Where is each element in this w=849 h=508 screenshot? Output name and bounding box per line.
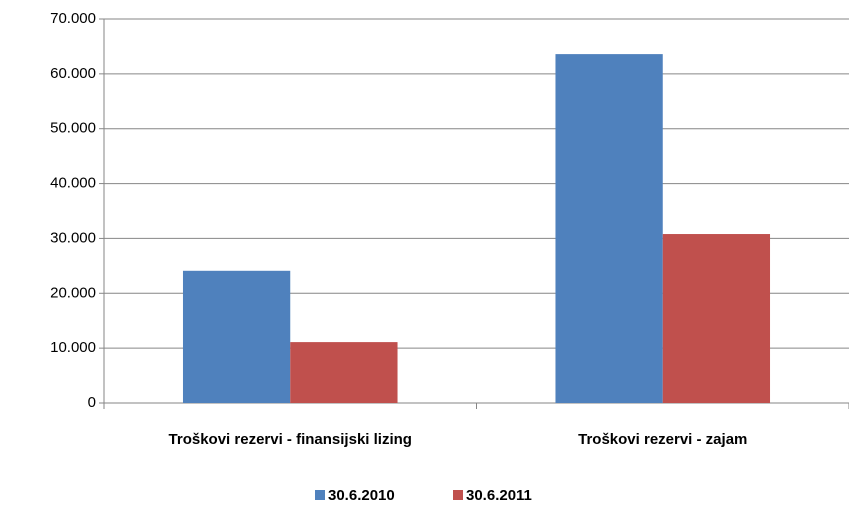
y-tick-label: 0 [88, 394, 96, 411]
legend-label: 30.6.2010 [328, 487, 395, 504]
legend-swatch [453, 490, 463, 500]
y-tick-label: 20.000 [50, 284, 96, 301]
y-tick-label: 50.000 [50, 120, 96, 137]
y-tick-label: 60.000 [50, 65, 96, 82]
bar [290, 342, 398, 403]
bar [182, 270, 291, 403]
bar [555, 54, 663, 403]
y-tick-label: 30.000 [50, 229, 96, 246]
x-tick-label: Troškovi rezervi - finansijski lizing [169, 431, 412, 448]
y-tick-label: 70.000 [50, 10, 96, 27]
bar [662, 234, 771, 403]
y-tick-label: 10.000 [50, 339, 96, 356]
legend-swatch [315, 490, 325, 500]
legend-label: 30.6.2011 [466, 487, 532, 504]
y-tick-label: 40.000 [50, 175, 96, 192]
x-tick-label: Troškovi rezervi - zajam [578, 431, 747, 448]
